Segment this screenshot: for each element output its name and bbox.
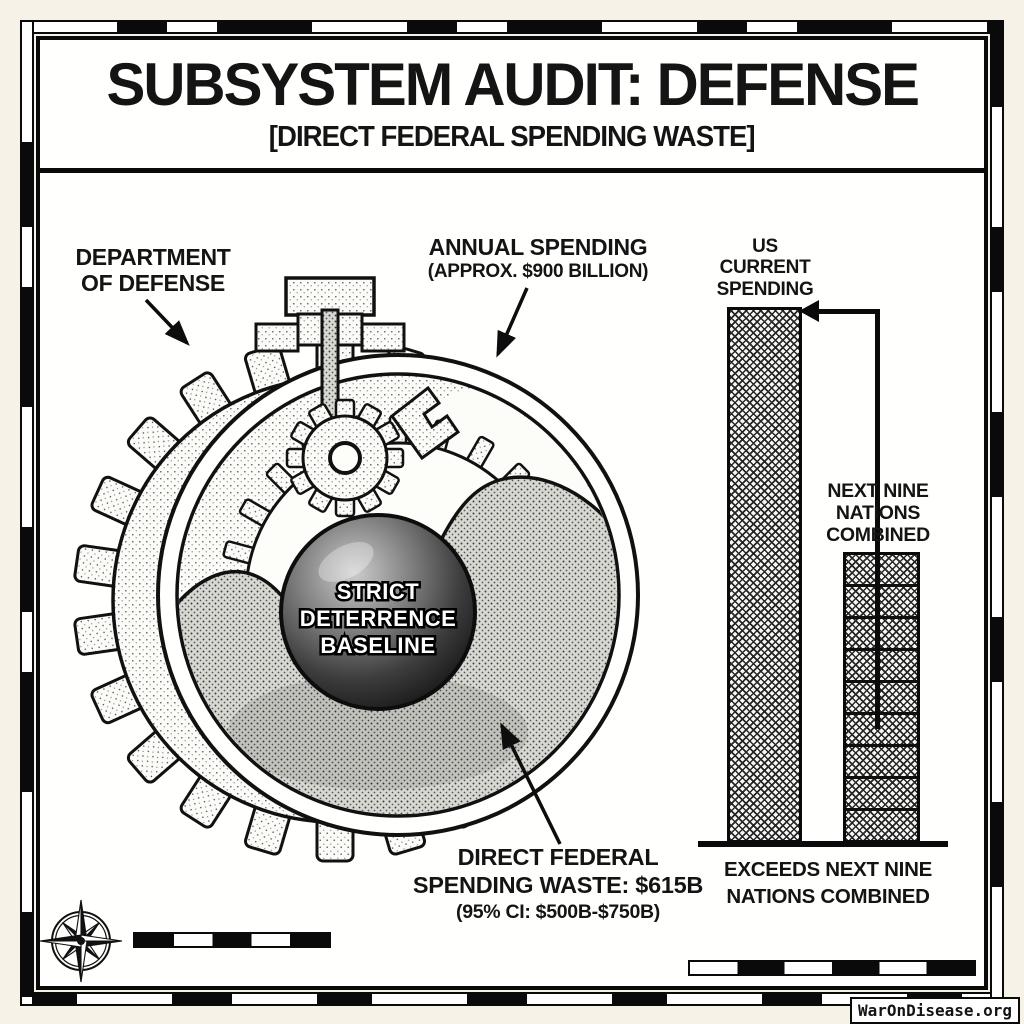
annual-spending-label: ANNUAL SPENDING (APPROX. $900 BILLION) bbox=[412, 234, 664, 282]
core-label-line3: BASELINE bbox=[320, 633, 435, 658]
dod-label: DEPARTMENT OF DEFENSE bbox=[75, 244, 231, 296]
core-label-line1: STRICT bbox=[337, 579, 420, 604]
us-spending-bar bbox=[727, 307, 802, 843]
bar-segment bbox=[846, 776, 917, 808]
neatline-top bbox=[20, 20, 1004, 34]
bar-segment bbox=[846, 616, 917, 648]
bar-segment bbox=[846, 744, 917, 776]
compass-rose-icon bbox=[40, 899, 123, 983]
watch-mechanism-illustration: STRICT DETERRENCE BASELINE bbox=[40, 276, 640, 983]
comparison-arrow-head-icon bbox=[799, 300, 819, 322]
bar-segment bbox=[846, 584, 917, 616]
deterrence-core-sphere: STRICT DETERRENCE BASELINE bbox=[279, 513, 477, 711]
escape-gear bbox=[285, 398, 405, 518]
neatline-right bbox=[990, 20, 1004, 1006]
neatline-left bbox=[20, 20, 34, 1006]
nine-nations-bar-label: NEXT NINE NATIONS COMBINED bbox=[826, 480, 930, 547]
waste-arrow bbox=[500, 722, 562, 845]
bar-segment bbox=[846, 648, 917, 680]
scale-bar-right-icon bbox=[688, 960, 976, 976]
waste-label: DIRECT FEDERAL SPENDING WASTE: $615B (95… bbox=[412, 844, 704, 923]
scale-bar-left-icon bbox=[133, 932, 331, 948]
page-title: SUBSYSTEM AUDIT: DEFENSE bbox=[106, 50, 919, 118]
winding-crown bbox=[254, 276, 406, 454]
waste-confidence-interval: (95% CI: $500B-$750B) bbox=[456, 901, 660, 924]
annual-spending-amount: (APPROX. $900 BILLION) bbox=[427, 260, 649, 282]
comparison-arrow-horizontal bbox=[817, 309, 880, 314]
comparison-arrow-vertical bbox=[875, 309, 880, 729]
us-bar-label: US CURRENT SPENDING bbox=[716, 236, 814, 300]
pallet-fork bbox=[389, 385, 461, 461]
page-subtitle: [DIRECT FEDERAL SPENDING WASTE] bbox=[269, 120, 756, 153]
title-box: SUBSYSTEM AUDIT: DEFENSE [DIRECT FEDERAL… bbox=[40, 40, 984, 173]
bar-segment bbox=[846, 712, 917, 744]
bar-segment bbox=[846, 808, 917, 840]
dod-arrow bbox=[144, 298, 190, 346]
core-label-line2: DETERRENCE bbox=[300, 606, 457, 631]
watermark: WarOnDisease.org bbox=[850, 997, 1020, 1024]
chart-caption: EXCEEDS NEXT NINE NATIONS COMBINED bbox=[724, 858, 932, 908]
bar-segment bbox=[846, 680, 917, 712]
annual-spending-arrow bbox=[496, 287, 529, 358]
chart-baseline bbox=[698, 841, 948, 847]
waste-amount: DIRECT FEDERAL SPENDING WASTE: $615B bbox=[412, 844, 704, 898]
bar-segment bbox=[846, 555, 917, 584]
nine-nations-bar bbox=[843, 552, 920, 843]
annual-spending-title: ANNUAL SPENDING bbox=[428, 234, 648, 260]
